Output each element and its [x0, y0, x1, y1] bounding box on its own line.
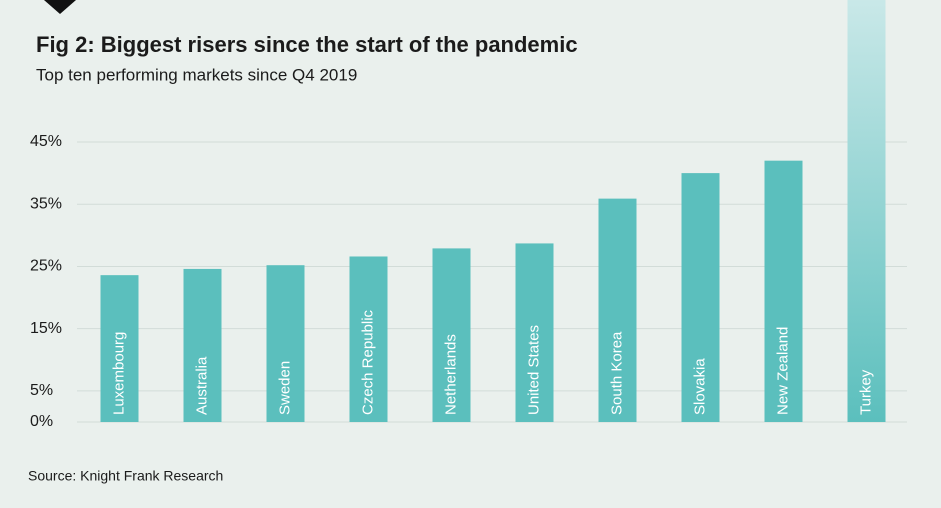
bar-label: United States — [525, 325, 542, 415]
y-tick-label: 45% — [30, 133, 62, 150]
bar-label: Slovakia — [691, 358, 708, 415]
bar — [681, 173, 720, 422]
bar-label: Luxembourg — [110, 332, 127, 415]
bar-label: New Zealand — [774, 327, 791, 415]
bar — [100, 275, 139, 422]
chart-subtitle: Top ten performing markets since Q4 2019 — [36, 65, 357, 84]
bar-label: Czech Republic — [359, 309, 376, 415]
y-tick-label: 25% — [30, 258, 62, 275]
bar-label: Turkey — [857, 369, 874, 415]
y-tick-label: 15% — [30, 320, 62, 337]
bar-label: Netherlands — [442, 334, 459, 415]
bar — [847, 0, 886, 422]
bar — [764, 160, 803, 422]
bar — [349, 256, 388, 422]
bar-label: Sweden — [276, 361, 293, 415]
bar — [266, 265, 305, 422]
chart-title: Fig 2: Biggest risers since the start of… — [36, 32, 578, 57]
bar — [183, 268, 222, 422]
y-tick-label: 0% — [30, 413, 53, 430]
bar — [598, 198, 637, 422]
bar-label: South Korea — [608, 331, 625, 415]
bar-label: Australia — [193, 356, 210, 415]
bar — [515, 243, 554, 422]
source: Source: Knight Frank Research — [28, 468, 223, 484]
bar — [432, 248, 471, 422]
decoration — [44, 0, 76, 14]
y-tick-label: 35% — [30, 195, 62, 212]
y-tick-label: 5% — [30, 382, 53, 399]
